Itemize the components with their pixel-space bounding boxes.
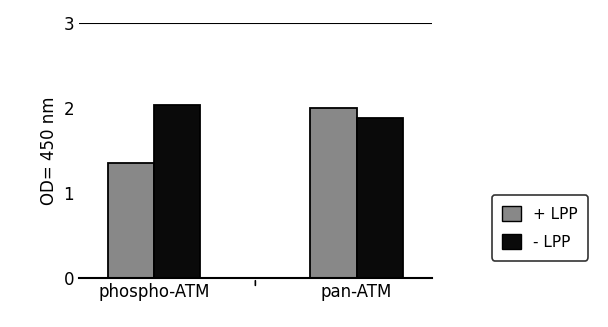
Legend: + LPP, - LPP: + LPP, - LPP <box>492 195 588 261</box>
Y-axis label: OD= 450 nm: OD= 450 nm <box>40 96 58 205</box>
Bar <box>108 163 154 278</box>
Bar <box>356 118 402 278</box>
Bar <box>310 108 356 278</box>
Bar <box>154 105 201 278</box>
